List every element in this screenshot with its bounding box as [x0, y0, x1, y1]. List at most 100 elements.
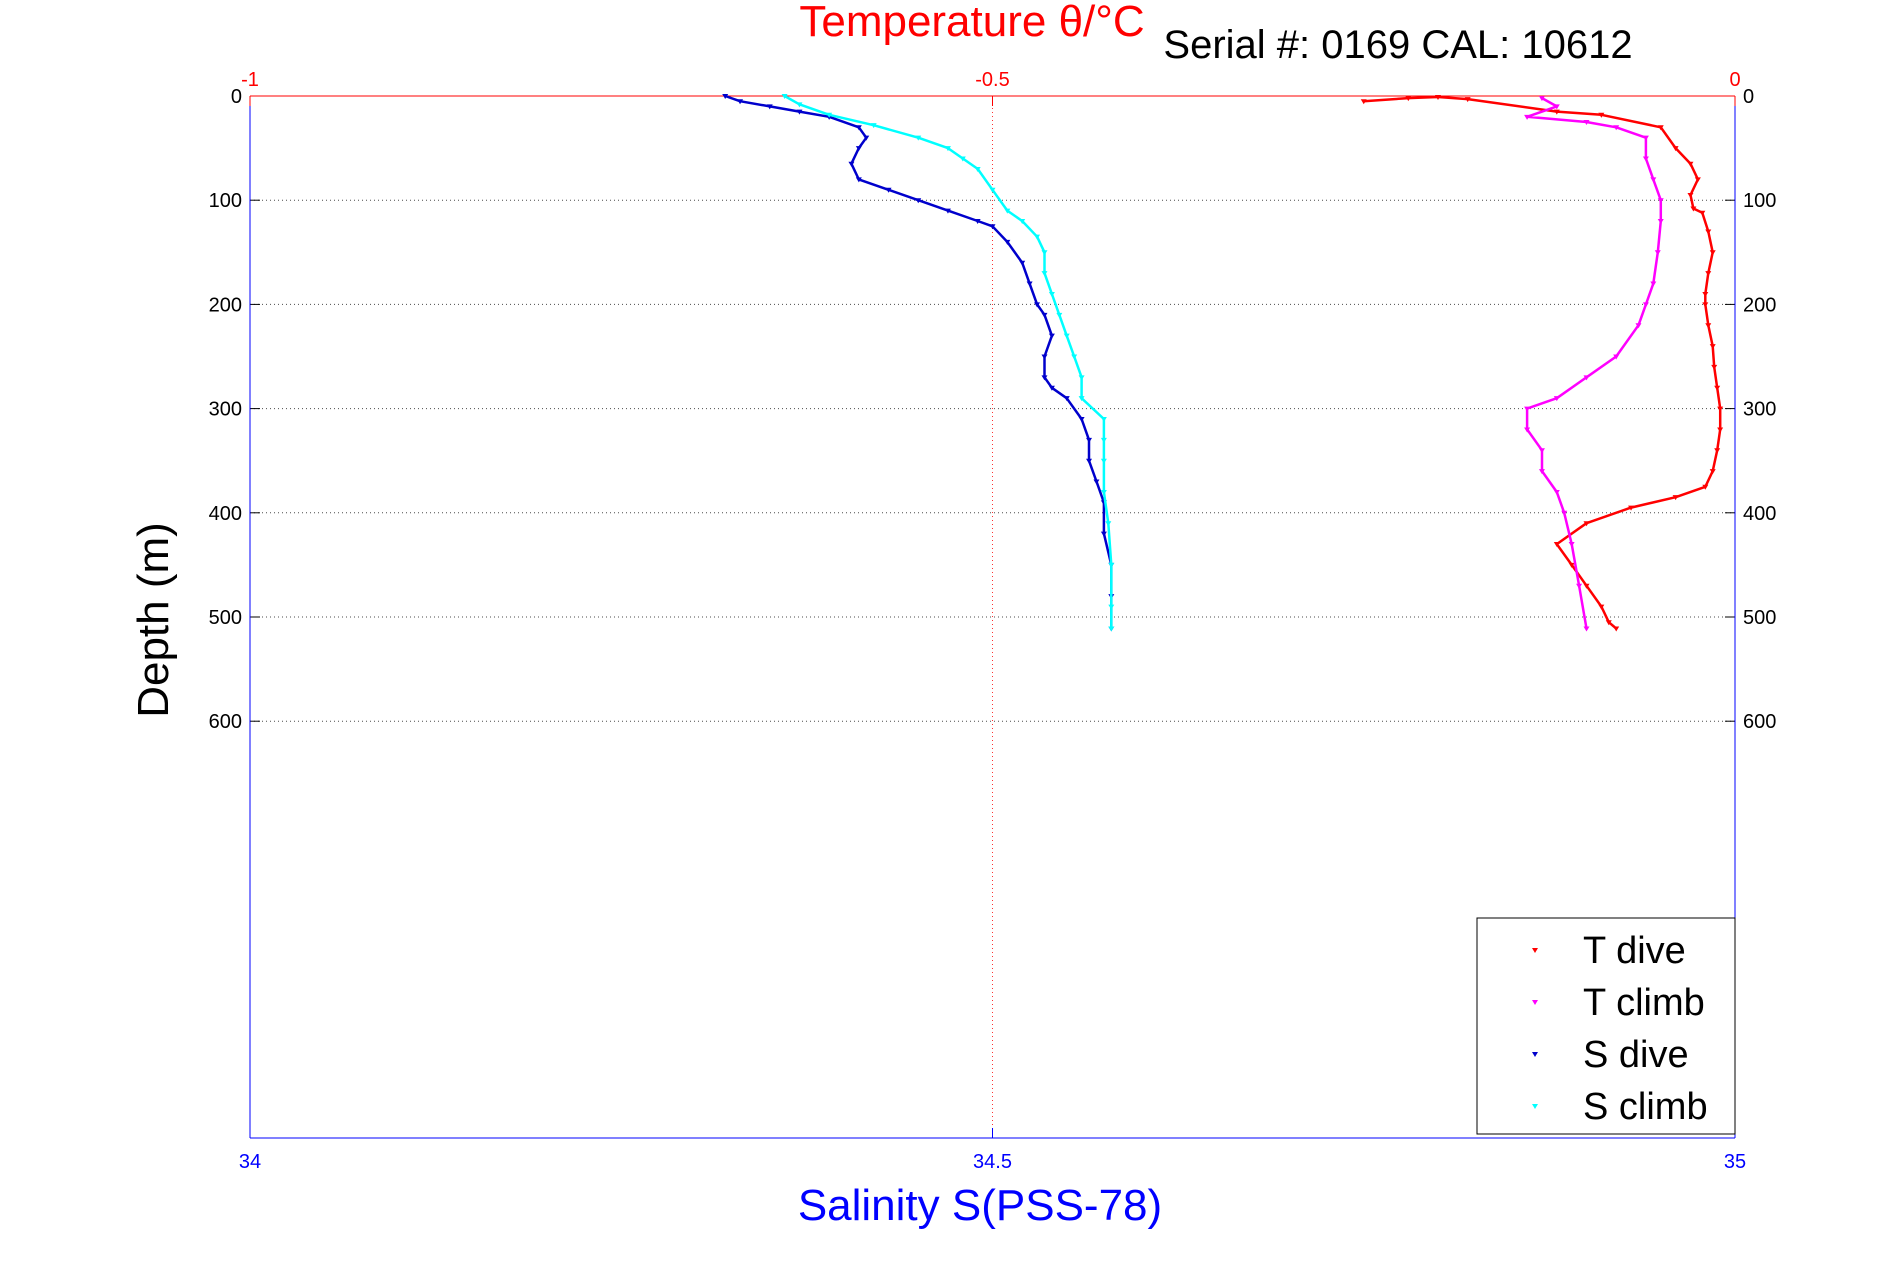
data-point [1553, 396, 1560, 402]
data-point [1041, 312, 1048, 318]
data-point [1078, 375, 1085, 381]
data-series [722, 94, 1724, 632]
data-point [855, 177, 862, 183]
series-line [1525, 97, 1663, 629]
data-point [989, 224, 996, 230]
y-tick-label-left: 400 [209, 503, 242, 525]
data-point [855, 125, 862, 131]
legend: T dive T climb S dive S climb [1476, 917, 1736, 1135]
y-tick-label-right: 200 [1743, 294, 1776, 316]
data-point [1034, 302, 1041, 308]
data-point [1576, 583, 1583, 589]
y-tick-label-right: 500 [1743, 607, 1776, 629]
data-point [1568, 542, 1575, 548]
y-tick-label-right: 400 [1743, 503, 1776, 525]
data-point [1672, 146, 1679, 152]
data-point [848, 161, 855, 167]
data-point [1714, 385, 1721, 391]
data-point [1026, 281, 1033, 287]
data-point [1613, 626, 1620, 632]
data-point [1654, 250, 1661, 256]
data-point [1078, 396, 1085, 402]
data-point [1048, 291, 1055, 297]
data-point [974, 219, 981, 225]
data-point [1605, 620, 1612, 626]
data-point [1538, 469, 1545, 475]
data-point [1583, 521, 1590, 527]
data-point [766, 104, 773, 110]
y-tick-label-left: 300 [209, 399, 242, 421]
legend-marker [1532, 948, 1538, 953]
data-point [1705, 271, 1712, 277]
data-point [1041, 271, 1048, 277]
data-point [1657, 125, 1664, 131]
data-point [1435, 95, 1441, 101]
data-point [1004, 239, 1011, 245]
data-point [1063, 396, 1070, 402]
x-bottom-tick-label: 34 [239, 1151, 261, 1173]
y-tick-label-left: 600 [209, 711, 242, 733]
x-top-tick-label: -1 [241, 69, 259, 91]
data-point [1642, 156, 1649, 162]
data-point [1583, 120, 1590, 126]
data-point [1717, 427, 1724, 433]
data-point [1553, 542, 1560, 548]
data-point [1650, 281, 1657, 287]
data-point [1705, 229, 1712, 235]
data-point [1613, 354, 1620, 360]
data-point [1071, 354, 1078, 360]
data-point [1699, 210, 1706, 216]
data-point [1524, 406, 1531, 412]
data-point [796, 102, 803, 108]
data-point [1034, 234, 1041, 240]
data-point [1538, 448, 1545, 454]
data-point [1657, 198, 1664, 204]
data-point [1048, 385, 1055, 391]
data-point [1709, 344, 1716, 350]
data-point [1642, 302, 1649, 308]
legend-label: S climb [1583, 1086, 1708, 1128]
y-axis-label: Depth (m) [129, 522, 178, 718]
data-point [1100, 458, 1107, 464]
y-tick-label-right: 600 [1743, 711, 1776, 733]
series-s-dive [722, 94, 1115, 632]
legend-label: S dive [1583, 1034, 1689, 1076]
y-tick-label-left: 500 [209, 607, 242, 629]
y-tick-label-right: 0 [1743, 86, 1754, 108]
legend-marker [1532, 1000, 1538, 1005]
data-point [1019, 219, 1026, 225]
data-point [944, 208, 951, 214]
data-point [855, 146, 862, 152]
data-point [1108, 604, 1115, 610]
x-axis-label-bottom: Salinity S(PSS-78) [798, 1181, 1162, 1230]
data-point [1694, 177, 1701, 183]
data-point [1702, 291, 1709, 297]
data-point [915, 135, 922, 141]
data-point [1657, 219, 1664, 225]
data-point [1041, 354, 1048, 360]
y-tick-label-left: 0 [231, 86, 242, 108]
data-point [826, 112, 833, 118]
data-point [1553, 104, 1560, 110]
data-point [1561, 510, 1568, 516]
data-point [1553, 109, 1560, 115]
data-point [863, 135, 870, 141]
data-point [915, 198, 922, 204]
legend-marker [1532, 1104, 1538, 1109]
series-t-climb [1524, 96, 1664, 632]
data-point [944, 146, 951, 152]
data-point [1709, 469, 1716, 475]
data-point [722, 94, 729, 99]
data-point [1360, 99, 1367, 105]
data-point [1690, 206, 1697, 212]
data-point [1635, 323, 1642, 329]
legend-label: T climb [1583, 982, 1705, 1024]
data-point [1568, 562, 1575, 568]
data-point [1709, 250, 1716, 256]
data-point [1086, 437, 1093, 443]
data-point [1687, 192, 1694, 198]
data-point [1583, 626, 1590, 632]
data-point [870, 123, 877, 129]
data-point [1524, 114, 1531, 120]
